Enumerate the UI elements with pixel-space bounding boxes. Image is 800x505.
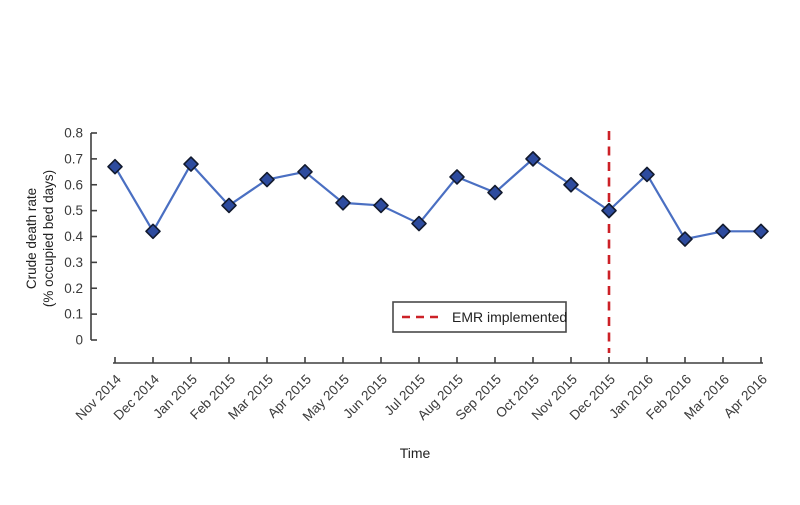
- data-point: [297, 164, 313, 180]
- y-tick-label: 0.5: [64, 203, 83, 218]
- data-point: [107, 158, 123, 175]
- data-point: [259, 171, 275, 188]
- data-point: [639, 166, 655, 183]
- data-point: [525, 151, 541, 167]
- data-point: [563, 176, 579, 193]
- y-axis-title: Crude death rate (% occupied bed days): [24, 170, 56, 307]
- data-point: [715, 223, 731, 240]
- data-point: [221, 197, 237, 214]
- data-markers: [107, 151, 769, 247]
- data-point: [601, 202, 617, 219]
- y-tick-label: 0.6: [64, 177, 83, 192]
- data-point: [449, 169, 465, 185]
- y-axis-title-line: (% occupied bed days): [41, 170, 56, 307]
- data-line: [114, 157, 761, 241]
- data-point: [753, 223, 769, 240]
- legend: EMR implemented: [392, 301, 567, 333]
- data-point: [411, 215, 427, 232]
- data-point: [677, 231, 693, 247]
- data-point: [487, 184, 503, 201]
- y-tick-label: 0.2: [64, 281, 83, 296]
- y-tick-label: 0.7: [64, 151, 83, 166]
- y-tick-label: 0: [75, 333, 83, 348]
- x-axis-title: Time: [400, 445, 431, 461]
- y-tick-label: 0.4: [64, 229, 83, 244]
- y-axis-title-line: Crude death rate: [24, 188, 39, 289]
- data-point: [183, 156, 199, 172]
- y-axis: 0 0.1 0.2 0.3 0.4 0.5 0.6 0.7 0.8: [64, 126, 97, 348]
- data-point: [373, 197, 389, 214]
- data-point: [145, 223, 161, 240]
- data-point: [335, 195, 351, 211]
- y-tick-label: 0.8: [64, 126, 83, 141]
- y-tick-label: 0.3: [64, 255, 83, 270]
- y-tick-label: 0.1: [64, 307, 83, 322]
- legend-label: EMR implemented: [452, 309, 567, 325]
